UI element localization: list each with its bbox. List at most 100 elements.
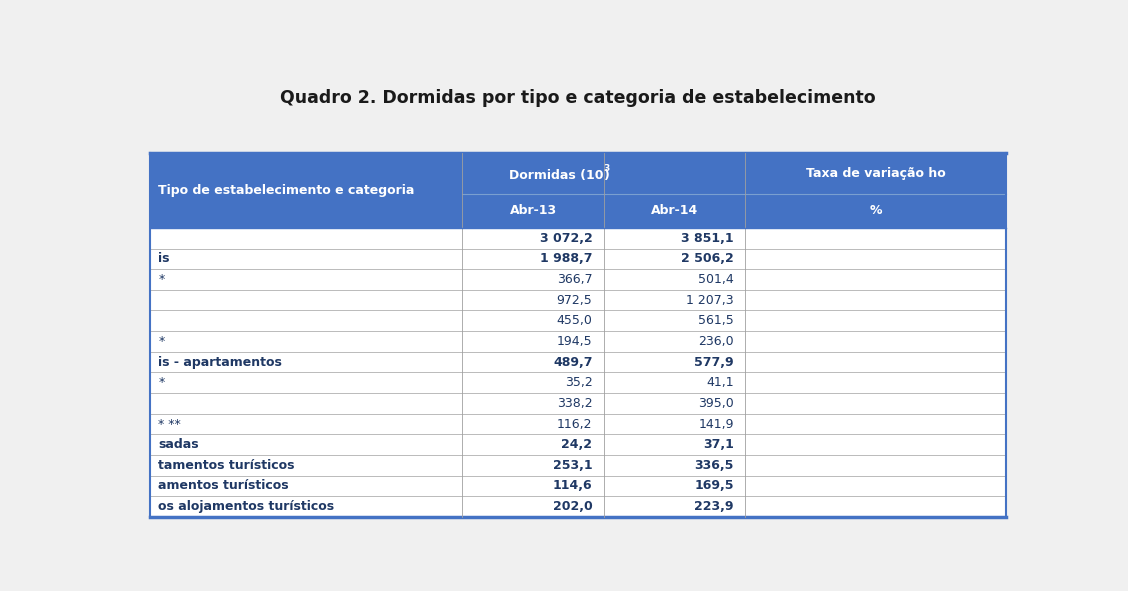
Text: 489,7: 489,7 bbox=[553, 356, 592, 369]
Bar bbox=[150, 331, 462, 352]
Text: ): ) bbox=[603, 169, 609, 182]
Bar bbox=[603, 290, 746, 310]
Text: 37,1: 37,1 bbox=[703, 438, 734, 451]
Bar bbox=[746, 496, 1006, 517]
Bar bbox=[150, 290, 462, 310]
Text: 169,5: 169,5 bbox=[695, 479, 734, 492]
Bar bbox=[746, 310, 1006, 331]
Text: * **: * ** bbox=[158, 417, 182, 430]
Text: 561,5: 561,5 bbox=[698, 314, 734, 327]
Text: 202,0: 202,0 bbox=[553, 500, 592, 513]
Bar bbox=[603, 331, 746, 352]
Text: 114,6: 114,6 bbox=[553, 479, 592, 492]
Text: 1 207,3: 1 207,3 bbox=[686, 294, 734, 307]
Bar bbox=[746, 269, 1006, 290]
Bar bbox=[150, 352, 462, 372]
Text: 577,9: 577,9 bbox=[694, 356, 734, 369]
Text: sadas: sadas bbox=[158, 438, 200, 451]
Bar bbox=[746, 372, 1006, 393]
Text: 223,9: 223,9 bbox=[695, 500, 734, 513]
Bar bbox=[462, 372, 603, 393]
Bar bbox=[462, 249, 603, 269]
Bar bbox=[462, 352, 603, 372]
Text: *: * bbox=[158, 335, 165, 348]
Text: 116,2: 116,2 bbox=[557, 417, 592, 430]
Text: 141,9: 141,9 bbox=[698, 417, 734, 430]
Bar bbox=[462, 414, 603, 434]
Bar bbox=[150, 249, 462, 269]
Text: 1 988,7: 1 988,7 bbox=[540, 252, 592, 265]
Text: 972,5: 972,5 bbox=[557, 294, 592, 307]
Bar bbox=[603, 476, 746, 496]
Bar bbox=[150, 455, 462, 476]
Bar bbox=[462, 310, 603, 331]
Bar bbox=[150, 496, 462, 517]
Bar bbox=[150, 414, 462, 434]
Bar bbox=[746, 194, 1006, 228]
Bar bbox=[462, 455, 603, 476]
Text: 3 851,1: 3 851,1 bbox=[681, 232, 734, 245]
Text: Abr-14: Abr-14 bbox=[651, 204, 698, 217]
Text: tamentos turísticos: tamentos turísticos bbox=[158, 459, 296, 472]
Text: Tipo de estabelecimento e categoria: Tipo de estabelecimento e categoria bbox=[158, 184, 415, 197]
Bar bbox=[603, 249, 746, 269]
Bar bbox=[746, 249, 1006, 269]
Text: 253,1: 253,1 bbox=[553, 459, 592, 472]
Text: 3 072,2: 3 072,2 bbox=[539, 232, 592, 245]
Bar bbox=[603, 352, 746, 372]
Bar bbox=[462, 496, 603, 517]
Text: *: * bbox=[158, 273, 165, 286]
Bar bbox=[603, 414, 746, 434]
Bar bbox=[746, 434, 1006, 455]
Text: 395,0: 395,0 bbox=[698, 397, 734, 410]
Text: Quadro 2. Dormidas por tipo e categoria de estabelecimento: Quadro 2. Dormidas por tipo e categoria … bbox=[280, 89, 876, 107]
Bar bbox=[462, 153, 746, 194]
Text: Dormidas (10: Dormidas (10 bbox=[510, 169, 603, 182]
Text: Taxa de variação ho: Taxa de variação ho bbox=[805, 167, 945, 180]
Bar bbox=[603, 310, 746, 331]
Bar bbox=[746, 476, 1006, 496]
Bar bbox=[462, 269, 603, 290]
Bar bbox=[462, 331, 603, 352]
Text: 366,7: 366,7 bbox=[557, 273, 592, 286]
Bar bbox=[603, 228, 746, 249]
Bar bbox=[746, 290, 1006, 310]
Text: 501,4: 501,4 bbox=[698, 273, 734, 286]
Text: 3: 3 bbox=[603, 164, 610, 173]
Bar bbox=[746, 352, 1006, 372]
Bar bbox=[462, 393, 603, 414]
Bar bbox=[462, 434, 603, 455]
Bar bbox=[746, 393, 1006, 414]
Text: os alojamentos turísticos: os alojamentos turísticos bbox=[158, 500, 335, 513]
Bar bbox=[150, 476, 462, 496]
Bar bbox=[603, 496, 746, 517]
Text: 236,0: 236,0 bbox=[698, 335, 734, 348]
Bar bbox=[746, 414, 1006, 434]
Bar bbox=[150, 228, 462, 249]
Bar bbox=[603, 194, 746, 228]
Text: 35,2: 35,2 bbox=[565, 376, 592, 389]
Text: 194,5: 194,5 bbox=[557, 335, 592, 348]
Text: 2 506,2: 2 506,2 bbox=[681, 252, 734, 265]
Bar bbox=[150, 310, 462, 331]
Bar bbox=[462, 194, 603, 228]
Bar bbox=[462, 290, 603, 310]
Bar bbox=[746, 331, 1006, 352]
Bar bbox=[603, 393, 746, 414]
Text: is - apartamentos: is - apartamentos bbox=[158, 356, 282, 369]
Bar bbox=[603, 455, 746, 476]
Bar bbox=[603, 434, 746, 455]
Bar bbox=[150, 434, 462, 455]
Text: 24,2: 24,2 bbox=[562, 438, 592, 451]
Bar bbox=[462, 228, 603, 249]
Text: is: is bbox=[158, 252, 170, 265]
Bar bbox=[150, 393, 462, 414]
Text: Abr-13: Abr-13 bbox=[510, 204, 557, 217]
Bar bbox=[462, 476, 603, 496]
Bar bbox=[150, 269, 462, 290]
Bar bbox=[150, 372, 462, 393]
Text: amentos turísticos: amentos turísticos bbox=[158, 479, 289, 492]
Text: %: % bbox=[870, 204, 882, 217]
Bar bbox=[603, 269, 746, 290]
Bar bbox=[746, 455, 1006, 476]
